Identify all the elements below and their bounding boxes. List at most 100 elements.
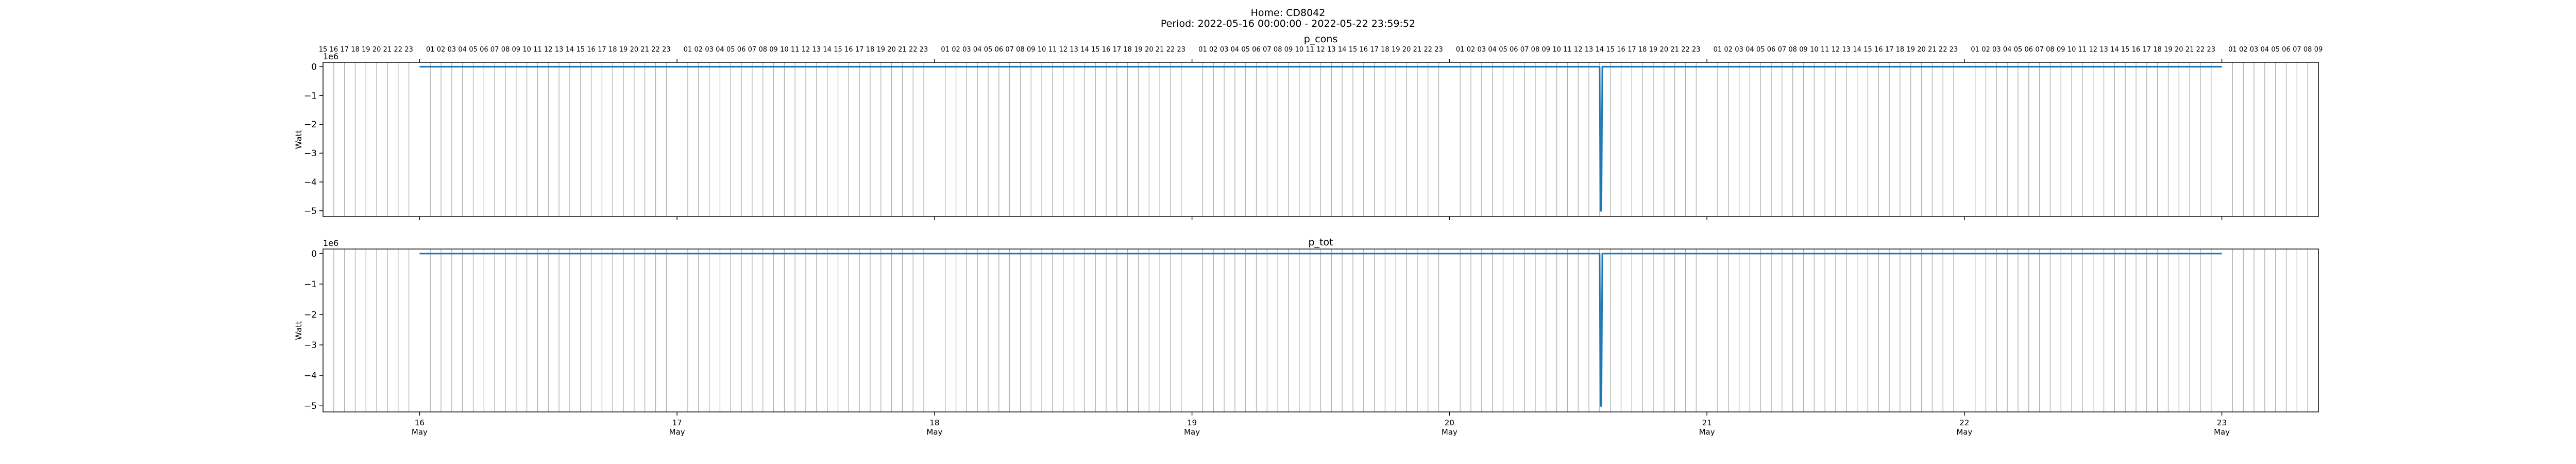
x-tick-label-month: May — [412, 427, 428, 437]
hour-tick-label: 09 — [2057, 46, 2065, 54]
y-tick-label: −5 — [304, 206, 317, 217]
hour-tick-label: 15 — [2121, 46, 2130, 54]
hour-tick-label: 06 — [1767, 46, 1776, 54]
hour-tick-label: 14 — [2110, 46, 2119, 54]
hour-tick-label: 10 — [1295, 46, 1304, 54]
y-tick-label: −2 — [304, 310, 317, 320]
hour-tick-label: 13 — [555, 46, 564, 54]
hour-tick-label: 03 — [705, 46, 714, 54]
hour-tick-label: 17 — [1370, 46, 1379, 54]
hour-tick-label: 23 — [1434, 46, 1443, 54]
x-tick-label-month: May — [926, 427, 942, 437]
hour-tick-label: 22 — [651, 46, 660, 54]
y-tick-label: 0 — [311, 249, 317, 259]
y-tick-label: −4 — [304, 371, 317, 381]
hour-tick-label: 10 — [1038, 46, 1046, 54]
y-tick-label: −4 — [304, 177, 317, 188]
hour-tick-label: 17 — [1113, 46, 1122, 54]
hour-tick-label: 16 — [2132, 46, 2141, 54]
hour-tick-label: 13 — [2099, 46, 2108, 54]
hour-tick-label: 05 — [1756, 46, 1765, 54]
hour-tick-label: 11 — [791, 46, 800, 54]
hour-tick-label: 11 — [2078, 46, 2087, 54]
hour-tick-label: 02 — [694, 46, 703, 54]
subplot-title: p_cons — [1304, 34, 1338, 45]
offset-text: 1e6 — [323, 238, 338, 248]
hour-tick-label: 12 — [1574, 46, 1583, 54]
hour-tick-label: 13 — [812, 46, 821, 54]
hour-tick-label: 21 — [1670, 46, 1679, 54]
hour-tick-label: 05 — [1499, 46, 1507, 54]
hour-tick-label: 11 — [1048, 46, 1057, 54]
hour-tick-label: 07 — [2293, 46, 2301, 54]
hour-tick-label: 16 — [844, 46, 853, 54]
hour-tick-label: 20 — [1145, 46, 1154, 54]
x-tick-label-day: 16 — [415, 418, 425, 427]
hour-tick-label: 13 — [1842, 46, 1851, 54]
hour-tick-label: 11 — [533, 46, 542, 54]
hour-tick-label: 01 — [426, 46, 435, 54]
y-tick-label: −3 — [304, 340, 317, 351]
hour-tick-label: 15 — [576, 46, 585, 54]
hour-tick-label: 02 — [952, 46, 960, 54]
hour-tick-label: 19 — [619, 46, 628, 54]
hour-tick-label: 01 — [1456, 46, 1465, 54]
hour-tick-label: 08 — [1016, 46, 1025, 54]
hour-tick-label: 21 — [1928, 46, 1937, 54]
hour-tick-label: 08 — [2046, 46, 2055, 54]
hour-tick-label: 02 — [2239, 46, 2248, 54]
hour-tick-label: 14 — [1338, 46, 1347, 54]
hour-tick-label: 10 — [522, 46, 531, 54]
x-tick-label-day: 22 — [1959, 418, 1969, 427]
hour-tick-label: 09 — [1799, 46, 1808, 54]
hour-tick-label: 01 — [1971, 46, 1979, 54]
hour-tick-label: 19 — [1906, 46, 1915, 54]
hour-tick-label: 09 — [769, 46, 778, 54]
hour-tick-label: 21 — [1156, 46, 1164, 54]
hour-tick-label: 12 — [544, 46, 553, 54]
hour-tick-label: 12 — [1059, 46, 1067, 54]
hour-tick-label: 19 — [1134, 46, 1143, 54]
hour-tick-label: 21 — [640, 46, 649, 54]
hour-tick-label: 04 — [1745, 46, 1754, 54]
hour-tick-label: 10 — [1810, 46, 1819, 54]
hour-tick-label: 22 — [1939, 46, 1947, 54]
hour-tick-label: 18 — [1896, 46, 1905, 54]
hour-tick-label: 14 — [823, 46, 832, 54]
hour-tick-label: 20 — [372, 46, 381, 54]
hour-tick-label: 05 — [1241, 46, 1250, 54]
hour-tick-label: 23 — [1950, 46, 1958, 54]
hour-tick-label: 18 — [1123, 46, 1132, 54]
hour-tick-label: 02 — [1724, 46, 1733, 54]
hour-tick-label: 08 — [1788, 46, 1797, 54]
hour-tick-label: 20 — [2175, 46, 2183, 54]
hour-tick-label: 03 — [448, 46, 456, 54]
offset-text: 1e6 — [323, 52, 338, 61]
x-tick-label-month: May — [1699, 427, 1715, 437]
hour-tick-label: 10 — [1552, 46, 1561, 54]
hour-tick-label: 22 — [1681, 46, 1690, 54]
hour-tick-label: 18 — [1638, 46, 1647, 54]
axes-frame — [323, 248, 2319, 412]
hour-tick-label: 06 — [480, 46, 488, 54]
hour-tick-label: 14 — [1596, 46, 1604, 54]
hour-tick-label: 22 — [1423, 46, 1432, 54]
axes-frame — [323, 62, 2319, 217]
hour-tick-label: 18 — [2153, 46, 2162, 54]
figure-period: Period: 2022-05-16 00:00:00 - 2022-05-22… — [1160, 18, 1416, 29]
hour-tick-label: 07 — [1005, 46, 1014, 54]
hour-tick-label: 04 — [716, 46, 724, 54]
hour-tick-label: 02 — [1467, 46, 1476, 54]
hour-tick-label: 11 — [1821, 46, 1829, 54]
hour-tick-label: 09 — [1284, 46, 1293, 54]
hour-tick-label: 05 — [2014, 46, 2023, 54]
hour-tick-label: 19 — [2164, 46, 2173, 54]
y-axis-label: Watt — [294, 321, 303, 340]
hour-tick-label: 23 — [2207, 46, 2216, 54]
hour-tick-label: 17 — [1885, 46, 1894, 54]
hour-tick-label: 16 — [330, 46, 338, 54]
x-tick-label-day: 21 — [1702, 418, 1712, 427]
hour-tick-label: 05 — [2271, 46, 2280, 54]
y-tick-label: −1 — [304, 279, 317, 290]
hour-tick-label: 05 — [469, 46, 478, 54]
